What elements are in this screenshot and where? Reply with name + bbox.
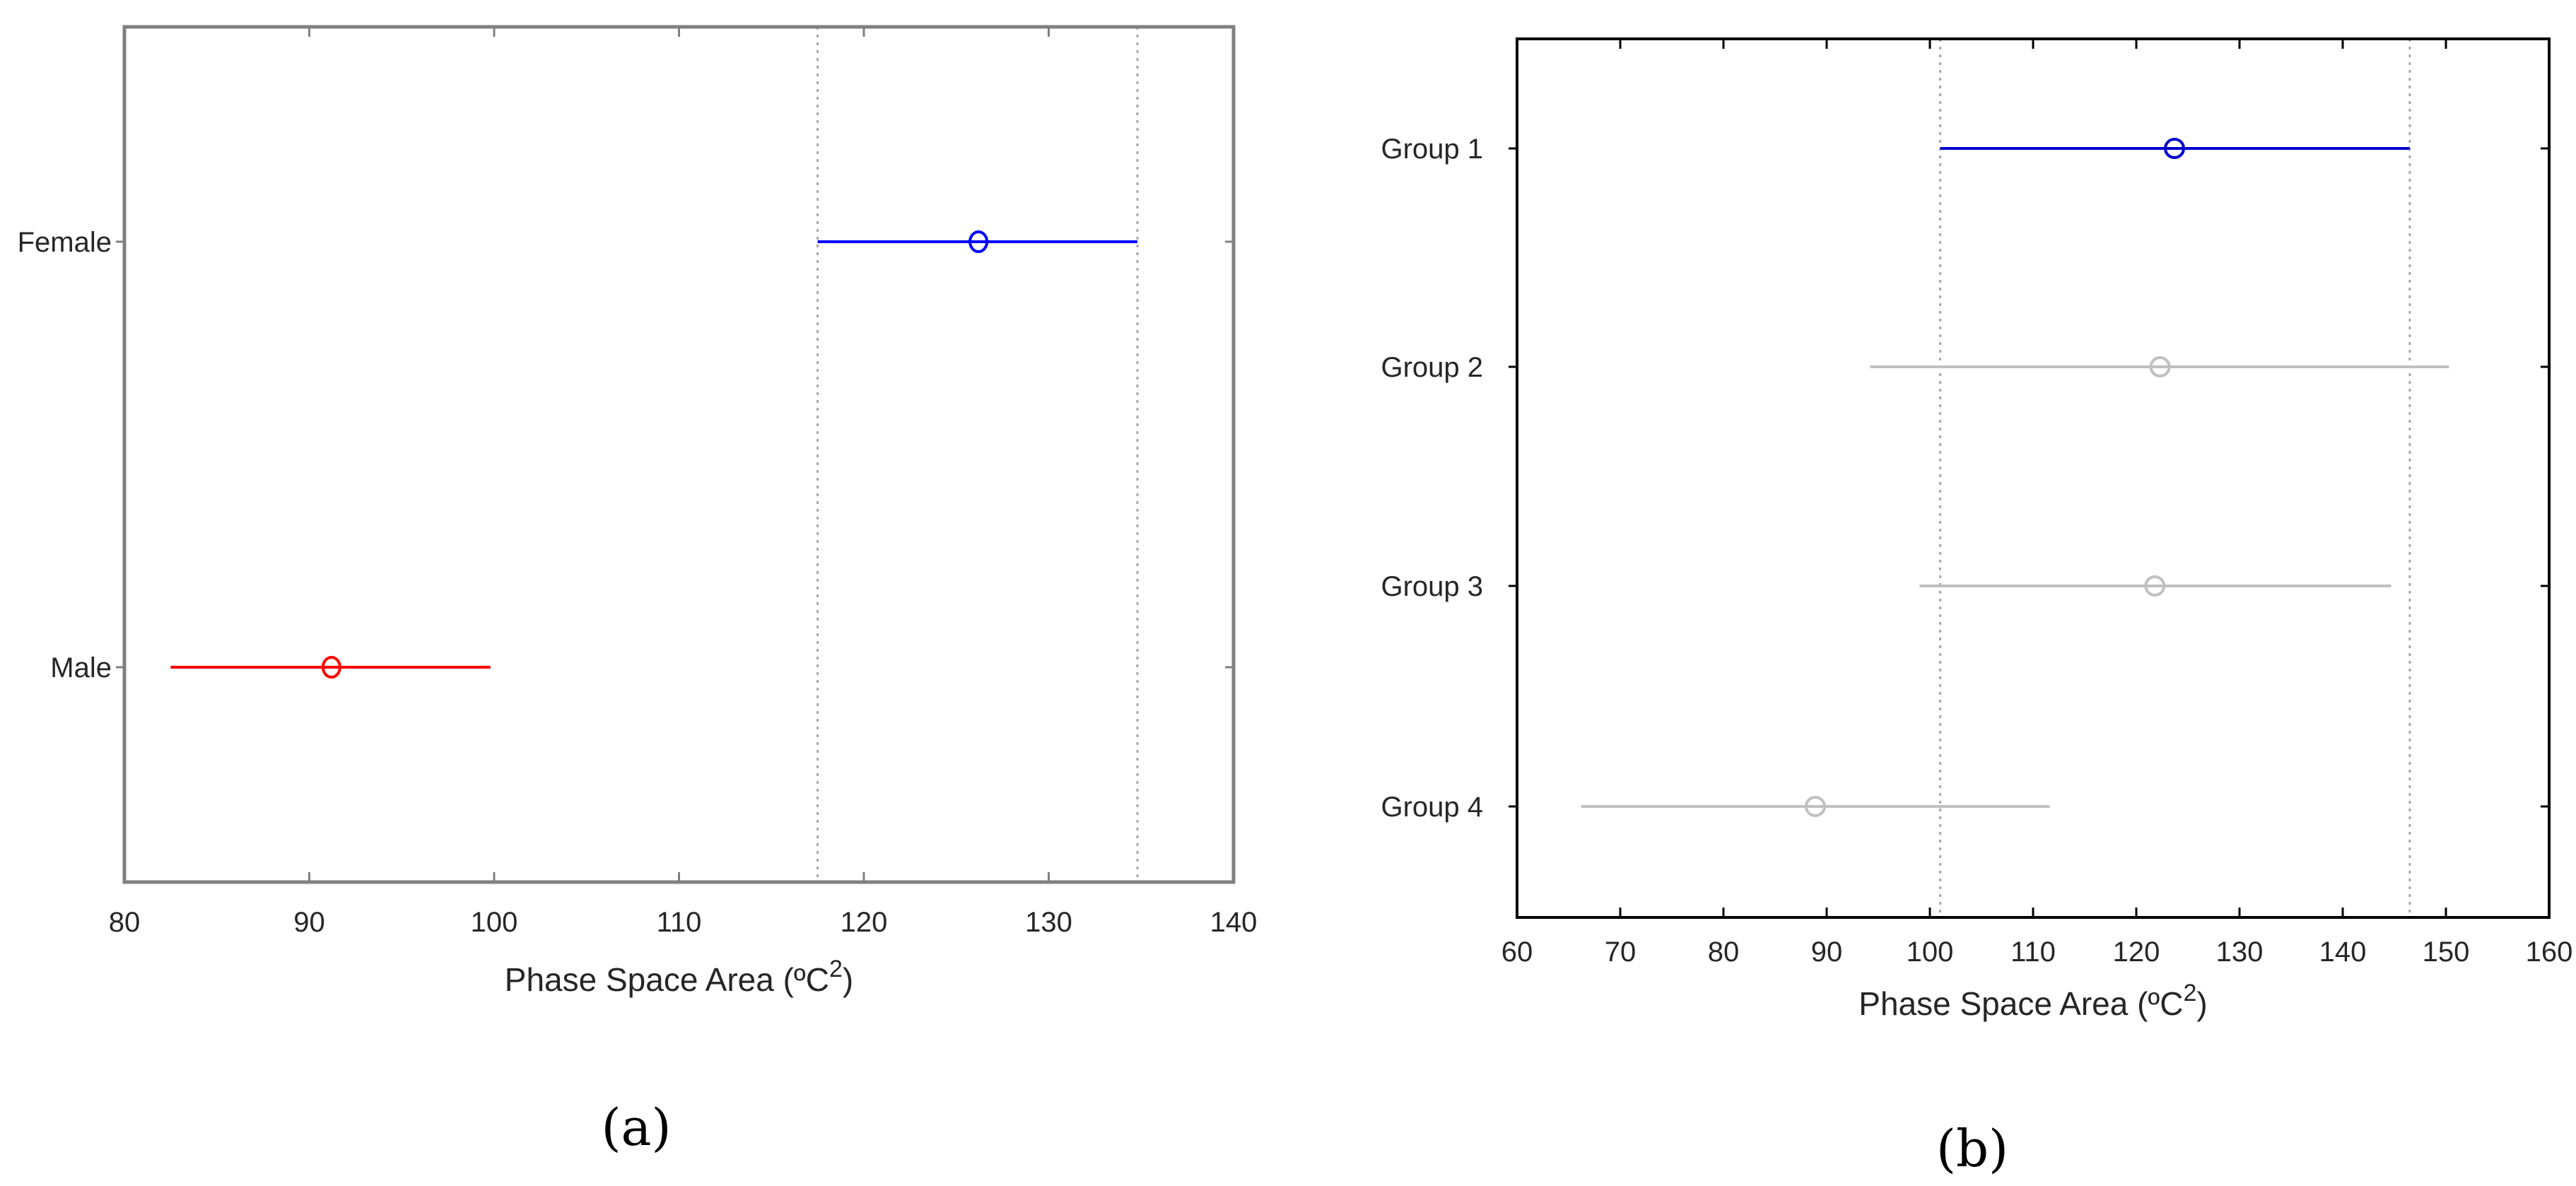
mean-marker: [2164, 138, 2186, 159]
x-axis-title: Phase Space Area (ºC2): [1858, 980, 2207, 1022]
y-category-label: Female: [18, 227, 112, 258]
x-tick-label: 100: [471, 907, 518, 938]
panel-label: (b): [1936, 1119, 2008, 1178]
x-tick-label: 100: [1907, 937, 1954, 968]
x-tick-label: 160: [2526, 937, 2573, 968]
x-tick-label: 120: [2113, 937, 2160, 968]
y-category-label: Group 4: [1381, 792, 1483, 823]
y-category-label: Group 2: [1381, 352, 1483, 383]
x-tick-label: 80: [1708, 937, 1740, 968]
x-tick-label: 150: [2423, 937, 2470, 968]
chart-panel-a: 80 90 100 110 120 130 140 Female Male Phase Space…: [18, 25, 1258, 1157]
chart-panel-b: 60 70 80 90 100 110 120 130 140 150 160 Group 1 Grou…: [1381, 37, 2573, 1178]
x-tick-label: 110: [2010, 937, 2056, 968]
x-axis-title-end: ): [843, 961, 853, 998]
y-category-label: Male: [50, 652, 112, 683]
x-axis-title-end: ): [2196, 985, 2207, 1022]
x-tick-label: 140: [2319, 937, 2367, 968]
x-tick-label: 80: [109, 907, 141, 938]
y-category-label: Group 3: [1381, 571, 1483, 602]
x-axis-title-superscript: 2: [829, 956, 843, 982]
x-axis-title-main: Phase Space Area (ºC: [1858, 985, 2183, 1022]
x-tick-label: 120: [841, 907, 888, 938]
x-tick-label: 70: [1605, 937, 1637, 968]
x-tick-label: 130: [2216, 937, 2264, 968]
x-axis-title-superscript: 2: [2183, 980, 2196, 1006]
mean-marker: [2144, 575, 2166, 597]
x-axis-title: Phase Space Area (ºC2): [505, 956, 853, 998]
x-tick-label: 110: [657, 907, 702, 938]
mean-marker: [321, 656, 341, 679]
x-tick-label: 90: [293, 907, 325, 938]
x-tick-label: 90: [1811, 937, 1843, 968]
x-tick-label: 60: [1501, 937, 1533, 968]
x-axis-title-main: Phase Space Area (ºC: [505, 961, 829, 998]
x-tick-label: 130: [1025, 907, 1072, 938]
y-category-label: Group 1: [1381, 134, 1483, 165]
panel-label: (a): [601, 1098, 671, 1157]
plot-frame: [1516, 37, 2551, 919]
mean-marker: [1804, 796, 1826, 817]
mean-marker: [968, 230, 989, 253]
plot-frame: [122, 25, 1236, 884]
x-tick-label: 140: [1210, 907, 1258, 938]
mean-marker: [2149, 356, 2171, 377]
